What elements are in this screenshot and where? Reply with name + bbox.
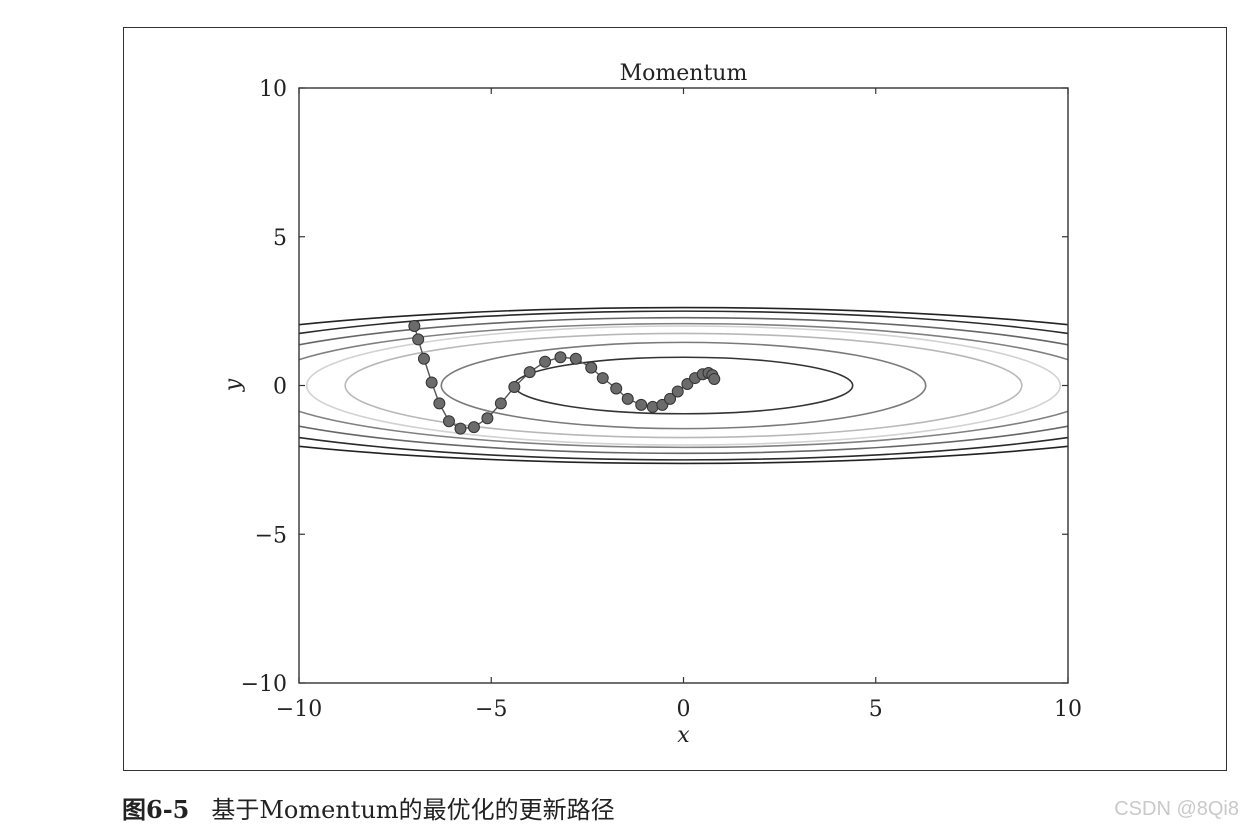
optimization-path: [408, 320, 721, 435]
path-point: [425, 376, 438, 389]
contour-ellipse-2: [344, 332, 1023, 439]
contour-ellipse-7: [299, 306, 1068, 465]
x-tick-label: 0: [677, 697, 691, 722]
path-point: [664, 392, 677, 405]
path-point: [467, 421, 480, 434]
x-axis-label: x: [677, 723, 690, 748]
path-point: [481, 412, 494, 425]
chart-title: Momentum: [620, 61, 748, 86]
path-point: [671, 385, 684, 398]
y-tick-label: 10: [259, 77, 287, 102]
path-point: [523, 366, 536, 379]
y-tick-label: −10: [241, 672, 287, 697]
path-point: [508, 380, 521, 393]
x-tick-label: 5: [869, 697, 883, 722]
path-point: [646, 400, 659, 413]
path-point: [554, 351, 567, 364]
path-point: [417, 352, 430, 365]
y-tick-label: −5: [255, 523, 287, 548]
path-point: [596, 372, 609, 385]
path-point: [494, 397, 507, 410]
y-tick-label: 5: [273, 226, 287, 251]
axis-ticks: −10 −5 0 5 10 −10 −5 0 5 10: [241, 77, 1082, 722]
y-tick-label: 0: [273, 375, 287, 400]
path-point: [412, 333, 425, 346]
x-tick-label: 10: [1054, 697, 1082, 722]
path-point: [585, 361, 598, 374]
figure-caption: 图6-5 基于Momentum的最优化的更新路径: [122, 790, 615, 825]
contour-ellipse-1: [440, 341, 927, 430]
x-tick-label: −5: [475, 697, 507, 722]
contour-ellipse-5: [299, 316, 1068, 455]
path-point: [569, 352, 582, 365]
path-point: [635, 398, 648, 411]
contour-ellipse-3: [305, 325, 1062, 446]
watermark: CSDN @8Qi8: [1114, 798, 1239, 820]
path-point: [708, 372, 721, 385]
path-point: [454, 422, 467, 435]
caption-number: 图6-5: [122, 795, 190, 824]
contour-ellipse-6: [299, 310, 1068, 461]
contour-ellipse-4: [299, 322, 1068, 449]
figure-frame: [123, 27, 1227, 771]
path-point: [539, 355, 552, 368]
caption-text: 基于Momentum的最优化的更新路径: [211, 796, 615, 824]
x-tick-label: −10: [276, 697, 322, 722]
path-point: [610, 382, 623, 395]
path-point: [442, 415, 455, 428]
path-point: [433, 397, 446, 410]
contour-lines: [299, 306, 1068, 465]
path-point: [621, 392, 634, 405]
y-axis-label: y: [221, 378, 246, 392]
path-point: [408, 320, 421, 332]
